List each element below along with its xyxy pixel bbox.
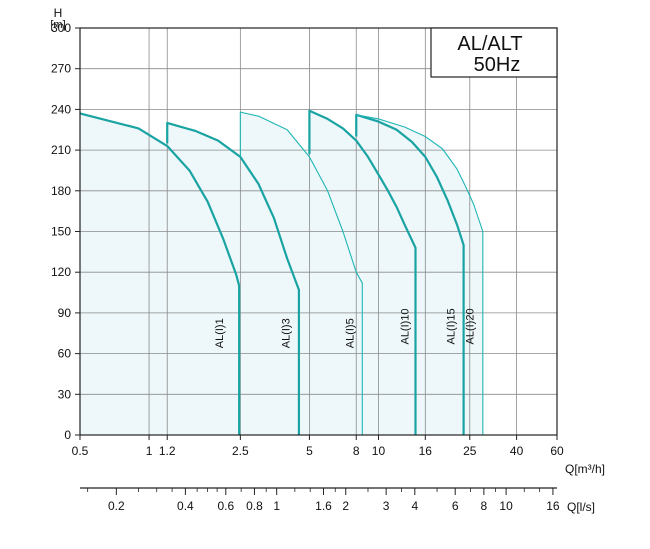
x-tick-label: 1.2 bbox=[159, 444, 176, 458]
title-box-frame bbox=[430, 27, 558, 78]
title-box: AL/ALT 50Hz bbox=[430, 27, 558, 78]
curve-fills bbox=[80, 110, 483, 436]
curve-fill bbox=[356, 114, 483, 436]
grid-lines bbox=[80, 28, 557, 435]
series-line bbox=[356, 114, 484, 435]
x2-tick-label: 8 bbox=[481, 499, 488, 513]
x2-tick-label: 0.8 bbox=[246, 499, 263, 513]
curve-label: AL(I)10 bbox=[399, 308, 411, 344]
x-tick-label: 1 bbox=[146, 444, 153, 458]
x-tick-label: 16 bbox=[419, 444, 433, 458]
x2-tick-label: 16 bbox=[546, 499, 560, 513]
x-tick-label: 5 bbox=[306, 444, 313, 458]
x2-tick-label: 2 bbox=[342, 499, 349, 513]
curve-label: AL(I)20 bbox=[465, 308, 477, 344]
x2-tick-label: 0.6 bbox=[217, 499, 234, 513]
y-tick-label: 90 bbox=[58, 306, 72, 320]
x-tick-label: 25 bbox=[463, 444, 477, 458]
x2-axis-label: Q[l/s] bbox=[567, 500, 595, 514]
y-tick-label: 30 bbox=[58, 387, 72, 401]
curve-label: AL(I)3 bbox=[281, 318, 293, 348]
x2-tick-label: 0.4 bbox=[177, 499, 194, 513]
x-axis: 0.5 1 1.2 2.5 5 8 10 16 25 40 60 bbox=[72, 435, 564, 458]
chart-title: AL/ALT bbox=[457, 33, 522, 55]
y-tick-label: 180 bbox=[51, 184, 71, 198]
series-line bbox=[239, 111, 363, 435]
x-tick-label: 2.5 bbox=[232, 444, 249, 458]
x2-tick-label: 6 bbox=[452, 499, 459, 513]
x2-axis: 0.2 0.4 0.6 0.8 1 1.6 2 3 4 6 8 10 16 bbox=[80, 487, 560, 513]
x-tick-label: 0.5 bbox=[72, 444, 89, 458]
x-axis-label: Q[m³/h] bbox=[565, 462, 605, 476]
y-axis-unit: [m] bbox=[50, 19, 65, 31]
y-axis-label: H bbox=[54, 6, 63, 20]
y-tick-label: 150 bbox=[51, 225, 71, 239]
curve-labels: AL(I)1 AL(I)3 AL(I)5 AL(I)10 AL(I)15 AL(I)20 bbox=[214, 308, 477, 348]
x2-tick-label: 10 bbox=[499, 499, 513, 513]
y-tick-label: 0 bbox=[64, 428, 71, 442]
y-tick-label: 240 bbox=[51, 102, 71, 116]
x2-tick-label: 1.6 bbox=[315, 499, 332, 513]
x-tick-label: 60 bbox=[550, 444, 564, 458]
x-tick-label: 10 bbox=[372, 444, 386, 458]
performance-curves bbox=[79, 109, 484, 435]
series-line bbox=[166, 121, 301, 435]
series-line bbox=[355, 113, 465, 435]
x2-tick-label: 1 bbox=[273, 499, 280, 513]
y-tick-label: 120 bbox=[51, 265, 71, 279]
x2-tick-label: 0.2 bbox=[108, 499, 125, 513]
y-tick-label: 60 bbox=[58, 347, 72, 361]
y-tick-label: 300 bbox=[51, 21, 71, 35]
curve-label: AL(I)1 bbox=[214, 318, 226, 348]
x-tick-label: 8 bbox=[353, 444, 360, 458]
y-tick-label: 210 bbox=[51, 143, 71, 157]
curve-label: AL(I)5 bbox=[345, 318, 357, 348]
chart-subtitle: 50Hz bbox=[474, 54, 521, 76]
series-line bbox=[308, 109, 417, 435]
series-line bbox=[79, 112, 241, 435]
x2-tick-label: 3 bbox=[383, 499, 390, 513]
y-axis: 0 30 60 90 120 150 180 210 240 270 300 bbox=[51, 21, 80, 442]
y-tick-label: 270 bbox=[51, 62, 71, 76]
curve-label: AL(I)15 bbox=[446, 308, 458, 344]
x-tick-label: 40 bbox=[510, 444, 524, 458]
x2-tick-label: 4 bbox=[411, 499, 418, 513]
